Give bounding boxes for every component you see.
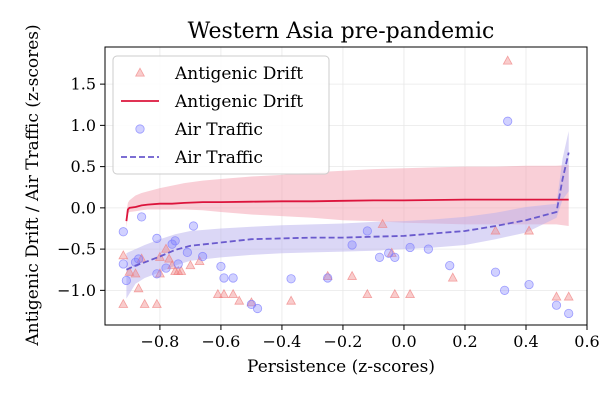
y-tick-label: 0.0 (71, 198, 96, 217)
x-axis-label: Persistence (z-scores) (247, 357, 435, 377)
x-tick-label: −0.4 (263, 332, 302, 351)
data-point (246, 297, 257, 307)
data-point (362, 288, 373, 298)
data-point (228, 273, 238, 283)
data-point (198, 251, 208, 262)
data-point (118, 298, 129, 308)
legend-label: Antigenic Drift (174, 64, 303, 84)
axes-frame (104, 46, 588, 326)
legend-label: Air Traffic (174, 148, 263, 168)
data-point (551, 300, 562, 310)
x-tick-label: 0.4 (513, 332, 538, 351)
data-point (185, 259, 196, 270)
data-point (286, 274, 296, 284)
trend-lines (125, 152, 570, 271)
data-point (564, 308, 574, 319)
data-point (216, 261, 226, 272)
data-point (176, 265, 187, 275)
data-point (500, 285, 510, 295)
data-point (524, 225, 535, 235)
data-point (161, 263, 171, 273)
data-point (130, 268, 141, 278)
data-point (118, 259, 128, 269)
plot-area: −0.8 −0.6 −0.4 −0.2 0.0 0.2 0.4 0.6 −1.0 −0.5 0.0 0… (57, 46, 600, 351)
chart-title: Western Asia pre-pandemic (188, 19, 495, 44)
data-point (490, 225, 501, 235)
data-point (389, 288, 400, 298)
data-point (347, 240, 357, 250)
confidence-band (126, 165, 569, 228)
y-tick-label: 0.5 (71, 157, 96, 176)
data-point (139, 298, 150, 308)
data-point (218, 288, 229, 298)
legend-marker-handle (135, 67, 145, 77)
confidence-bands (126, 131, 569, 299)
data-point (133, 254, 144, 264)
data-point (151, 298, 162, 308)
data-point (152, 233, 162, 243)
data-point (323, 273, 333, 283)
x-tick-label: −0.8 (140, 332, 179, 351)
data-point (161, 243, 172, 253)
data-point (362, 226, 372, 236)
y-tick-label: 1.5 (71, 75, 96, 94)
data-point (137, 212, 147, 222)
x-tick-label: −0.2 (324, 332, 363, 351)
y-tick-label: −1.0 (57, 281, 96, 300)
data-point (503, 116, 513, 126)
data-point (182, 247, 192, 258)
data-point (118, 250, 129, 260)
x-tick-label: −0.6 (201, 332, 240, 351)
data-point (377, 218, 388, 228)
data-point (374, 252, 385, 262)
data-point (551, 291, 562, 301)
data-point (188, 221, 199, 231)
x-tick-label: 0.6 (574, 332, 599, 351)
legend-frame (112, 55, 330, 175)
data-point (563, 291, 574, 301)
data-point (286, 295, 297, 305)
series-line (126, 152, 570, 271)
data-point (390, 252, 400, 262)
data-point (124, 266, 135, 276)
y-tick-label: −0.5 (57, 240, 96, 259)
data-point (121, 275, 131, 286)
y-tick-label: 1.0 (71, 116, 96, 135)
legend-marker-handle (135, 124, 145, 134)
data-point (502, 55, 513, 65)
data-point (118, 227, 128, 237)
data-point (347, 270, 358, 280)
x-tick-label: 0.2 (452, 332, 477, 351)
x-tick-label: 0.0 (391, 332, 416, 351)
data-point (524, 279, 534, 290)
data-point (447, 272, 458, 282)
y-axis-label: Antigenic Drift / Air Traffic (z-scores) (23, 24, 43, 346)
data-point (322, 270, 333, 280)
data-point (228, 288, 239, 298)
legend: Antigenic Drift Antigenic Drift Air Traffi… (112, 55, 330, 175)
data-point (252, 303, 263, 314)
series-line (125, 198, 569, 222)
data-point (173, 259, 183, 269)
data-point (405, 242, 415, 253)
legend-label: Antigenic Drift (174, 92, 303, 112)
data-point (405, 288, 416, 298)
legend-label: Air Traffic (174, 120, 263, 140)
data-point (164, 253, 175, 263)
data-point (212, 288, 223, 298)
data-point (133, 283, 144, 293)
data-point (152, 269, 162, 279)
axis-ticks: −0.8 −0.6 −0.4 −0.2 0.0 0.2 0.4 0.6 −1.0 −0.5 0.0 0… (57, 75, 600, 351)
data-point (234, 295, 245, 305)
data-point (170, 236, 180, 246)
data-point (423, 244, 433, 254)
data-point (490, 267, 501, 277)
data-point (445, 261, 455, 271)
data-point (219, 273, 229, 283)
